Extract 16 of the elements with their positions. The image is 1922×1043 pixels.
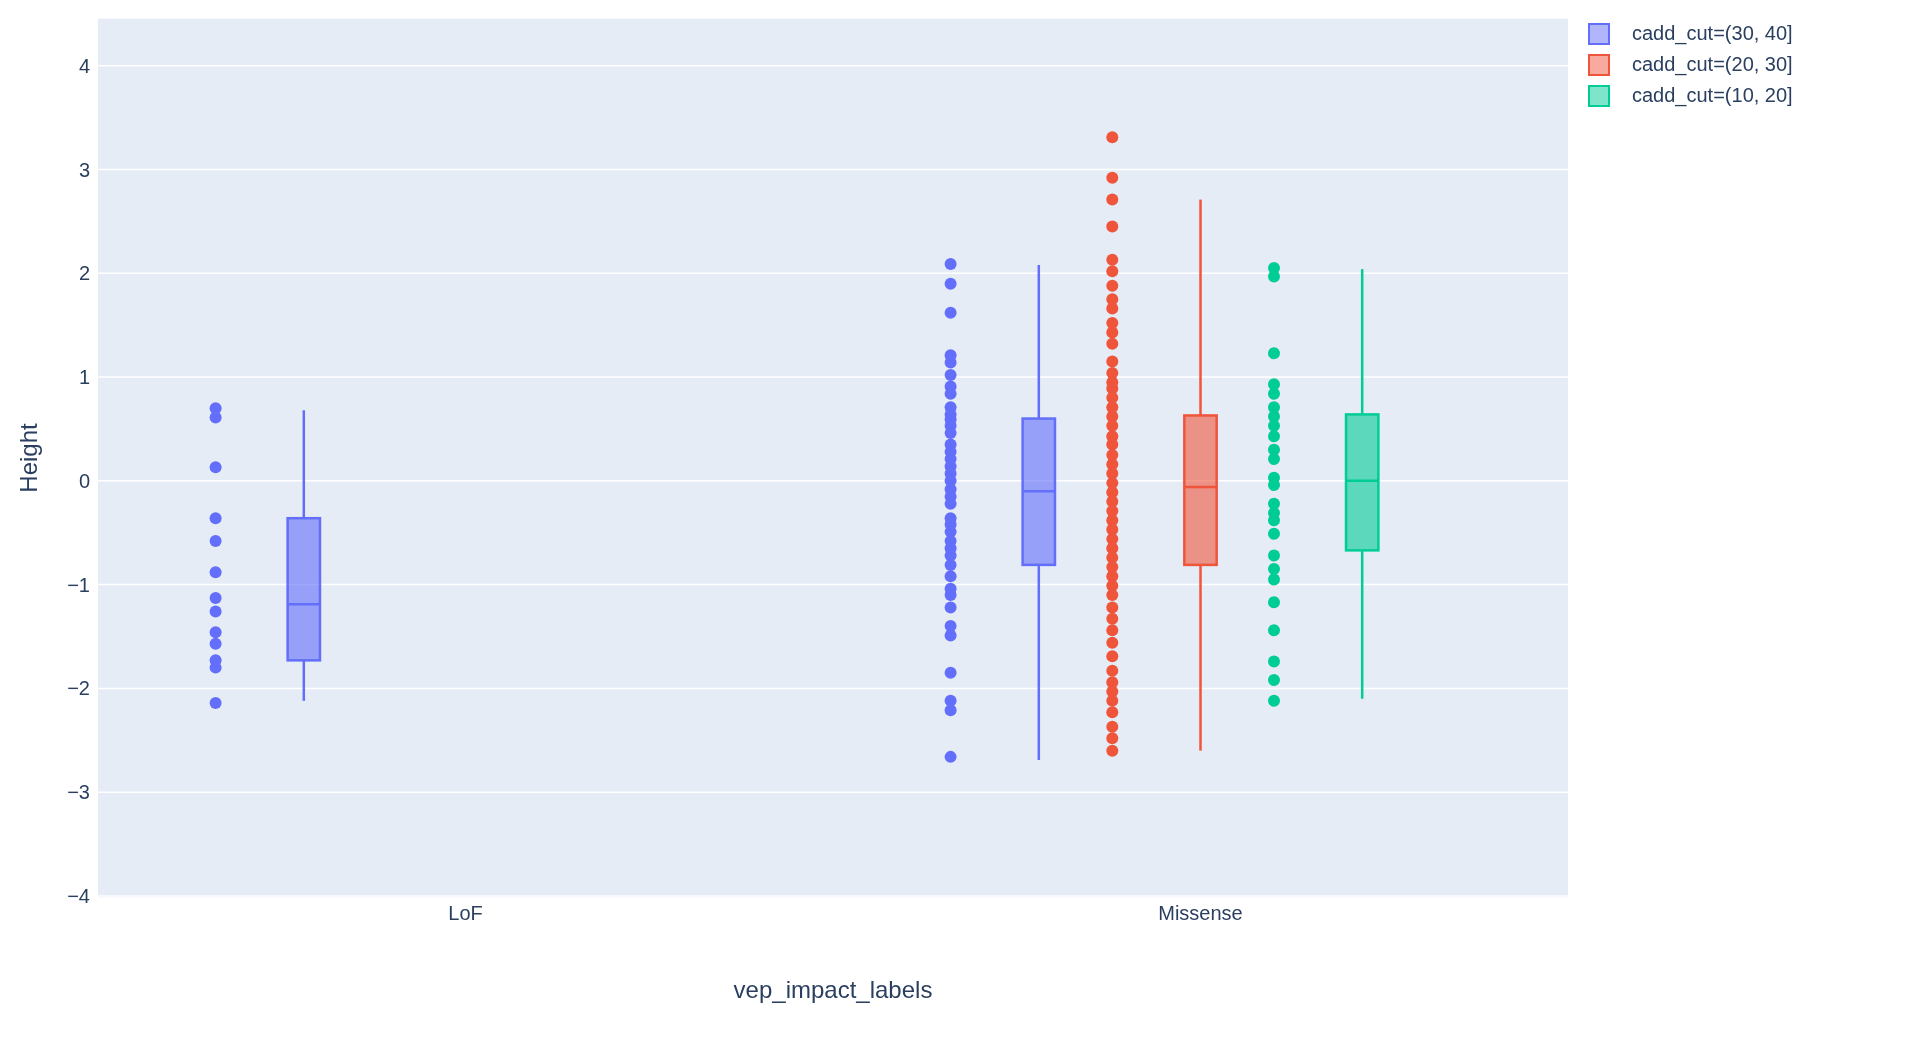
y-tick-label: 4: [78, 54, 90, 77]
legend-label: cadd_cut=(10, 20]: [1632, 84, 1793, 107]
x-axis-title: vep_impact_labels: [733, 976, 933, 1003]
legend-label: cadd_cut=(30, 40]: [1632, 22, 1793, 45]
y-tick-label: 0: [78, 469, 90, 492]
x-tick-label: Missense: [1158, 902, 1243, 925]
y-axis-title: Height: [14, 422, 42, 493]
y-tick-label: −3: [67, 781, 90, 804]
legend-label: cadd_cut=(20, 30]: [1632, 53, 1793, 76]
y-tick-label: 3: [78, 158, 90, 181]
y-tick-label: 2: [78, 262, 90, 285]
y-tick-label: −1: [67, 573, 90, 596]
y-tick-label: −4: [67, 885, 90, 908]
x-tick-label: LoF: [448, 902, 483, 925]
y-tick-label: −2: [67, 677, 90, 700]
y-tick-label: 1: [78, 366, 90, 389]
